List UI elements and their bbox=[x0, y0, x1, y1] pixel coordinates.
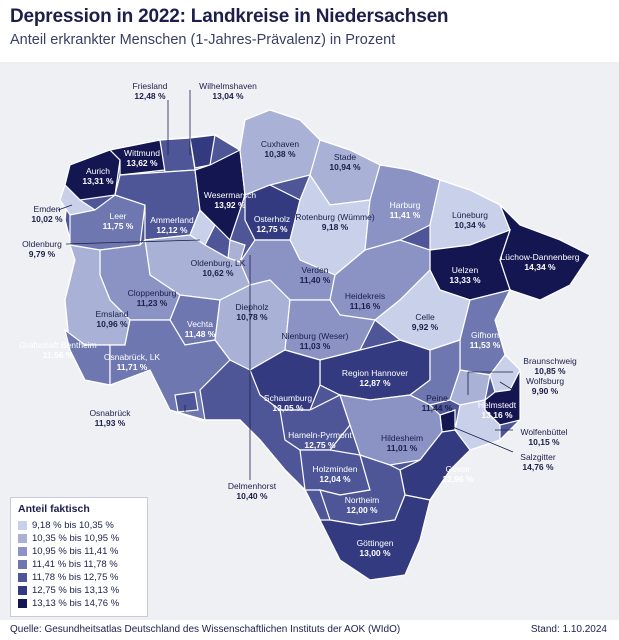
label-lueneburg: Lüneburg 10,34 % bbox=[452, 210, 488, 230]
legend-item: 10,35 % bis 10,95 % bbox=[18, 532, 141, 545]
district-wesermarsch[interactable] bbox=[194, 149, 246, 242]
district-shapes bbox=[59, 109, 591, 581]
label-braunschweig: Braunschweig 10,85 % bbox=[523, 356, 577, 376]
label-peine: Peine 11,44 % bbox=[421, 393, 453, 413]
label-leer: Leer 11,75 % bbox=[102, 211, 134, 231]
label-region-hannover: Region Hannover 12,87 % bbox=[341, 368, 409, 388]
label-schaumburg: Schaumburg 13,05 % bbox=[263, 393, 313, 413]
district-schaumburg[interactable] bbox=[249, 349, 321, 411]
label-wesermarsch: Wesermarsch 13,92 % bbox=[203, 190, 257, 210]
legend-item: 11,78 % bis 12,75 % bbox=[18, 571, 141, 584]
label-holzminden: Holzminden 12,04 % bbox=[312, 464, 358, 484]
legend: Anteil faktisch 9,18 % bis 10,35 % 10,35 … bbox=[10, 497, 148, 617]
label-emden: Emden 10,02 % bbox=[31, 204, 63, 224]
label-harburg: Harburg 11,41 % bbox=[389, 200, 421, 220]
legend-label: 11,78 % bis 12,75 % bbox=[32, 572, 119, 583]
label-wolfsburg: Wolfsburg 9,90 % bbox=[525, 376, 565, 396]
label-oldenburg: Oldenburg 9,79 % bbox=[22, 239, 62, 259]
label-osnabrueck-lk: Osnabrück, LK 11,71 % bbox=[103, 352, 161, 372]
legend-item: 13,13 % bis 14,76 % bbox=[18, 597, 141, 610]
legend-label: 10,35 % bis 10,95 % bbox=[32, 533, 120, 544]
label-goettingen: Göttingen 13,00 % bbox=[356, 538, 394, 558]
label-rotenburg: Rotenburg (Wümme) 9,18 % bbox=[295, 212, 375, 232]
label-osnabrueck: Osnabrück 11,93 % bbox=[89, 408, 131, 428]
legend-swatch bbox=[18, 547, 27, 556]
district-wittmund[interactable] bbox=[108, 139, 166, 176]
label-salzgitter: Salzgitter 14,76 % bbox=[520, 452, 556, 472]
label-emsland: Emsland 10,96 % bbox=[95, 309, 129, 329]
legend-item: 12,75 % bis 13,13 % bbox=[18, 584, 141, 597]
label-hildesheim: Hildesheim 11,01 % bbox=[380, 433, 424, 453]
label-verden: Verden 11,40 % bbox=[299, 265, 331, 285]
district-hameln-pyrmont[interactable] bbox=[279, 394, 351, 451]
label-oldenburg-lk: Oldenburg, LK 10,62 % bbox=[190, 258, 246, 278]
label-vechta: Vechta 11,48 % bbox=[184, 319, 216, 339]
label-nienburg: Nienburg (Weser) 11,03 % bbox=[281, 331, 349, 351]
label-goslar: Goslar 12,96 % bbox=[442, 464, 474, 484]
district-map bbox=[57, 90, 592, 581]
page-subtitle: Anteil erkrankter Menschen (1-Jahres-Prä… bbox=[10, 32, 396, 48]
map: Friesland 12,48 % Wilhelmshaven 13,04 % Wi… bbox=[0, 62, 619, 620]
label-wilhelmshaven: Wilhelmshaven 13,04 % bbox=[199, 81, 257, 101]
label-aurich: Aurich 13,31 % bbox=[82, 166, 114, 186]
legend-swatch bbox=[18, 560, 27, 569]
label-wolfenbuettel: Wolfenbüttel 10,15 % bbox=[520, 427, 568, 447]
label-friesland: Friesland 12,48 % bbox=[132, 81, 168, 101]
label-helmstedt: Helmstedt 13,16 % bbox=[477, 400, 517, 420]
legend-swatch bbox=[18, 521, 27, 530]
legend-label: 12,75 % bis 13,13 % bbox=[32, 585, 120, 596]
legend-swatch bbox=[18, 534, 27, 543]
legend-item: 11,41 % bis 11,78 % bbox=[18, 558, 141, 571]
label-cuxhaven: Cuxhaven 10,38 % bbox=[260, 139, 300, 159]
legend-label: 10,95 % bis 11,41 % bbox=[32, 546, 119, 557]
label-wittmund: Wittmund 13,62 % bbox=[124, 148, 160, 168]
district-osnabrueck-lk[interactable] bbox=[109, 319, 231, 421]
label-celle: Celle 9,92 % bbox=[411, 312, 439, 332]
leader-lines bbox=[57, 90, 514, 480]
district-goettingen[interactable] bbox=[319, 494, 431, 581]
label-diepholz: Diepholz 10,78 % bbox=[235, 302, 269, 322]
label-osterholz: Osterholz 12,75 % bbox=[253, 214, 291, 234]
legend-item: 10,95 % bis 11,41 % bbox=[18, 545, 141, 558]
footer-date: Stand: 1.10.2024 bbox=[530, 624, 607, 635]
legend-swatch bbox=[18, 599, 27, 608]
footer-source: Quelle: Gesundheitsatlas Deutschland des… bbox=[10, 624, 401, 635]
legend-label: 13,13 % bis 14,76 % bbox=[32, 598, 120, 609]
label-grafschaft-bentheim: Grafschaft Bentheim 11,56 % bbox=[19, 340, 97, 360]
label-heidekreis: Heidekreis 11,16 % bbox=[344, 291, 386, 311]
label-northeim: Northeim 12,00 % bbox=[344, 495, 380, 515]
page-title: Depression in 2022: Landkreise in Nieder… bbox=[10, 6, 449, 27]
legend-title: Anteil faktisch bbox=[18, 503, 90, 515]
legend-swatch bbox=[18, 573, 27, 582]
label-delmenhorst: Delmenhorst 10,40 % bbox=[227, 481, 277, 501]
district-osnabrueck[interactable] bbox=[174, 391, 199, 413]
legend-label: 9,18 % bis 10,35 % bbox=[32, 520, 114, 531]
label-cloppenburg: Cloppenburg 11,23 % bbox=[127, 288, 177, 308]
district-peine[interactable] bbox=[408, 339, 461, 406]
label-hameln-pyrmont: Hameln-Pyrmont 12,75 % bbox=[288, 430, 352, 450]
legend-label: 11,41 % bis 11,78 % bbox=[32, 559, 118, 570]
label-luechow-dannenberg: Lüchow-Dannenberg 14,34 % bbox=[500, 252, 580, 272]
label-stade: Stade 10,94 % bbox=[329, 152, 361, 172]
label-uelzen: Uelzen 13,33 % bbox=[449, 265, 481, 285]
legend-swatch bbox=[18, 586, 27, 595]
label-gifhorn: Gifhorn 11,53 % bbox=[469, 330, 501, 350]
label-ammerland: Ammerland 12,12 % bbox=[150, 215, 194, 235]
legend-item: 9,18 % bis 10,35 % bbox=[18, 519, 141, 532]
